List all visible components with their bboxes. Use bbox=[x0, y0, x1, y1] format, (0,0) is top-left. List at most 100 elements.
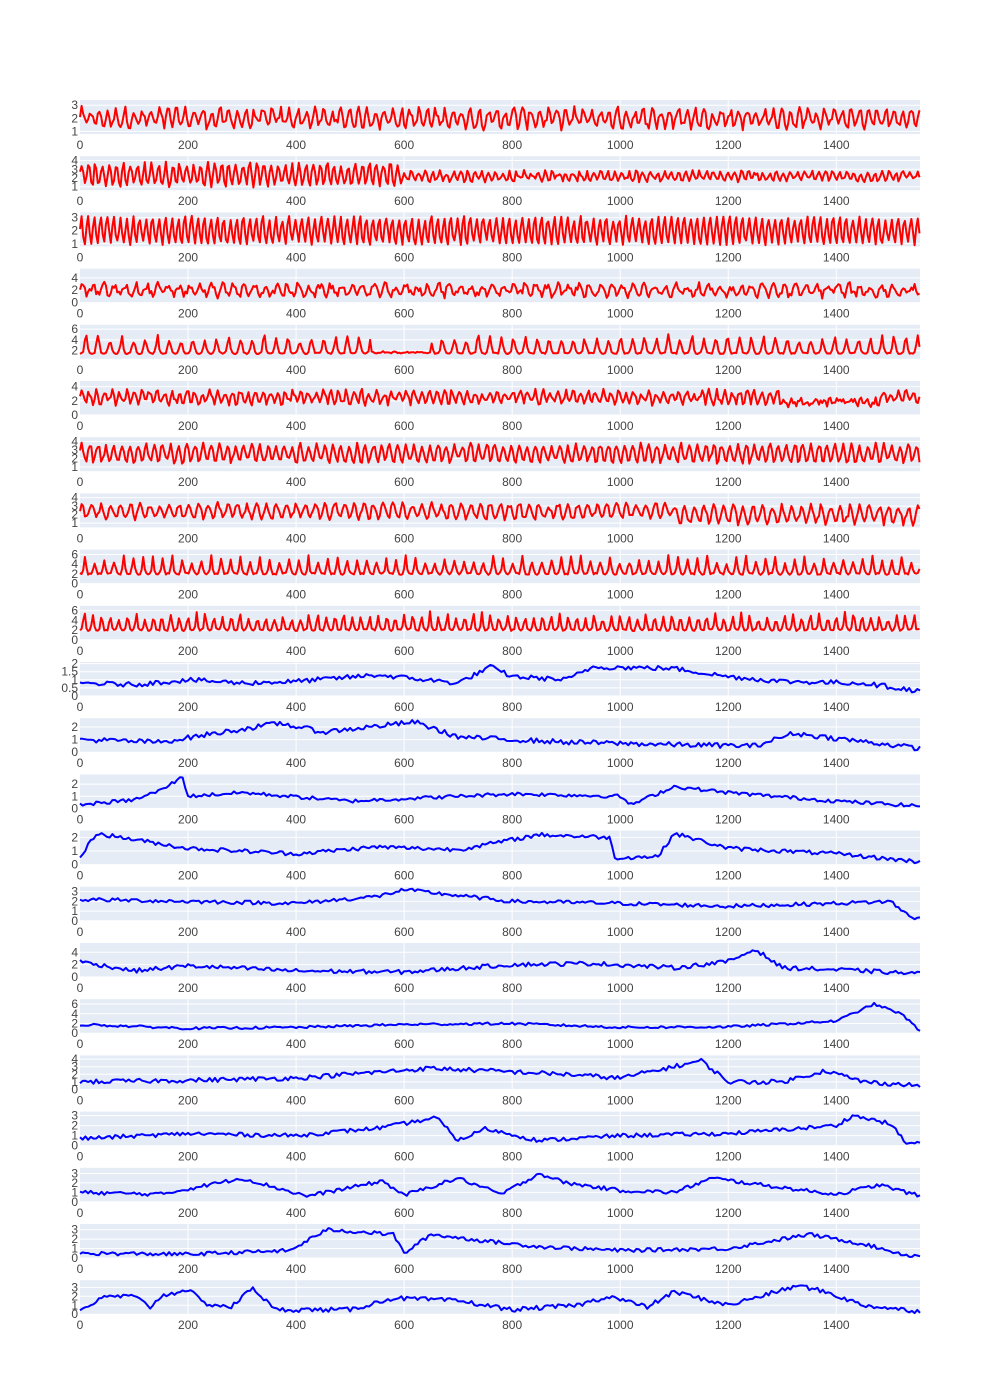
y-tick-label: 4 bbox=[71, 434, 78, 448]
x-tick-label: 400 bbox=[286, 1318, 306, 1332]
x-tick-label: 0 bbox=[77, 812, 84, 826]
x-tick-label: 600 bbox=[394, 644, 414, 658]
series-line bbox=[79, 610, 920, 632]
x-tick-label: 200 bbox=[178, 1093, 198, 1107]
plot-background bbox=[80, 774, 920, 809]
x-tick-label: 800 bbox=[502, 925, 522, 939]
x-tick-label: 600 bbox=[394, 812, 414, 826]
series-line bbox=[79, 160, 921, 189]
y-tick-label: 2 bbox=[71, 1289, 78, 1303]
y-tick-label: 0 bbox=[71, 801, 78, 815]
x-tick-label: 400 bbox=[286, 869, 306, 883]
y-tick-label: 3 bbox=[71, 1223, 78, 1237]
x-tick-label: 200 bbox=[178, 194, 198, 208]
series-line bbox=[79, 1227, 921, 1258]
series-line bbox=[79, 333, 921, 355]
y-tick-label: 1 bbox=[71, 516, 78, 530]
x-tick-label: 1400 bbox=[823, 869, 850, 883]
y-tick-label: 0 bbox=[71, 1195, 78, 1209]
x-tick-label: 1000 bbox=[607, 812, 634, 826]
x-tick-label: 0 bbox=[77, 644, 84, 658]
x-tick-label: 200 bbox=[178, 138, 198, 152]
x-tick-label: 200 bbox=[178, 588, 198, 602]
x-tick-label: 200 bbox=[178, 812, 198, 826]
plot-background bbox=[80, 830, 920, 865]
x-tick-label: 0 bbox=[77, 756, 84, 770]
series-line bbox=[79, 554, 921, 576]
x-tick-label: 1000 bbox=[607, 588, 634, 602]
x-tick-label: 1400 bbox=[823, 1150, 850, 1164]
x-tick-label: 200 bbox=[178, 250, 198, 264]
x-tick-label: 200 bbox=[178, 363, 198, 377]
x-tick-label: 1400 bbox=[823, 194, 850, 208]
x-tick-label: 0 bbox=[77, 925, 84, 939]
x-tick-label: 800 bbox=[502, 644, 522, 658]
y-tick-label: 1 bbox=[71, 1298, 78, 1312]
x-tick-label: 1200 bbox=[715, 363, 742, 377]
x-tick-label: 1400 bbox=[823, 812, 850, 826]
y-tick-label: 2 bbox=[71, 224, 78, 238]
series-line bbox=[79, 1114, 921, 1145]
series-line bbox=[79, 949, 921, 976]
x-tick-label: 1200 bbox=[715, 1093, 742, 1107]
x-tick-label: 600 bbox=[394, 869, 414, 883]
y-tick-label: 0 bbox=[71, 1082, 78, 1096]
y-tick-label: 3 bbox=[71, 499, 78, 513]
x-tick-label: 600 bbox=[394, 981, 414, 995]
x-tick-label: 200 bbox=[178, 419, 198, 433]
x-tick-label: 1200 bbox=[715, 419, 742, 433]
x-tick-label: 1400 bbox=[823, 1037, 850, 1051]
x-tick-label: 800 bbox=[502, 1150, 522, 1164]
y-tick-label: 2 bbox=[71, 1232, 78, 1246]
x-tick-label: 1400 bbox=[823, 531, 850, 545]
x-tick-label: 0 bbox=[77, 363, 84, 377]
x-tick-label: 200 bbox=[178, 644, 198, 658]
x-tick-label: 0 bbox=[77, 588, 84, 602]
series-line bbox=[79, 831, 921, 865]
x-tick-label: 0 bbox=[77, 1262, 84, 1276]
y-tick-label: 1 bbox=[71, 237, 78, 251]
x-tick-label: 1400 bbox=[823, 1318, 850, 1332]
x-tick-label: 200 bbox=[178, 1262, 198, 1276]
x-tick-label: 800 bbox=[502, 475, 522, 489]
x-tick-label: 200 bbox=[178, 1037, 198, 1051]
y-tick-label: 2 bbox=[71, 394, 78, 408]
x-tick-label: 400 bbox=[286, 1037, 306, 1051]
y-tick-label: 2 bbox=[71, 894, 78, 908]
y-tick-label: 1 bbox=[71, 733, 78, 747]
y-tick-label: 6 bbox=[71, 604, 78, 618]
x-tick-label: 1200 bbox=[715, 138, 742, 152]
y-tick-label: 1 bbox=[71, 1242, 78, 1256]
x-tick-label: 600 bbox=[394, 138, 414, 152]
x-tick-label: 600 bbox=[394, 588, 414, 602]
plot-background bbox=[80, 1055, 920, 1090]
x-tick-label: 200 bbox=[178, 1206, 198, 1220]
y-tick-label: 2 bbox=[71, 958, 78, 972]
x-tick-label: 400 bbox=[286, 1093, 306, 1107]
x-tick-label: 1400 bbox=[823, 925, 850, 939]
x-tick-label: 1400 bbox=[823, 363, 850, 377]
x-tick-label: 1000 bbox=[607, 363, 634, 377]
x-tick-label: 0 bbox=[77, 419, 84, 433]
x-tick-label: 600 bbox=[394, 363, 414, 377]
y-tick-label: 2 bbox=[71, 1067, 78, 1081]
x-tick-label: 1200 bbox=[715, 588, 742, 602]
x-tick-label: 200 bbox=[178, 925, 198, 939]
y-tick-label: 1 bbox=[71, 1129, 78, 1143]
x-tick-label: 1200 bbox=[715, 1037, 742, 1051]
y-tick-label: 2 bbox=[71, 451, 78, 465]
y-tick-label: 0 bbox=[71, 858, 78, 872]
x-tick-label: 600 bbox=[394, 756, 414, 770]
x-tick-label: 200 bbox=[178, 981, 198, 995]
x-tick-label: 600 bbox=[394, 1037, 414, 1051]
x-tick-label: 1200 bbox=[715, 307, 742, 321]
x-tick-label: 200 bbox=[178, 1150, 198, 1164]
x-tick-label: 0 bbox=[77, 194, 84, 208]
x-tick-label: 800 bbox=[502, 419, 522, 433]
x-tick-label: 200 bbox=[178, 1318, 198, 1332]
x-tick-label: 0 bbox=[77, 1150, 84, 1164]
